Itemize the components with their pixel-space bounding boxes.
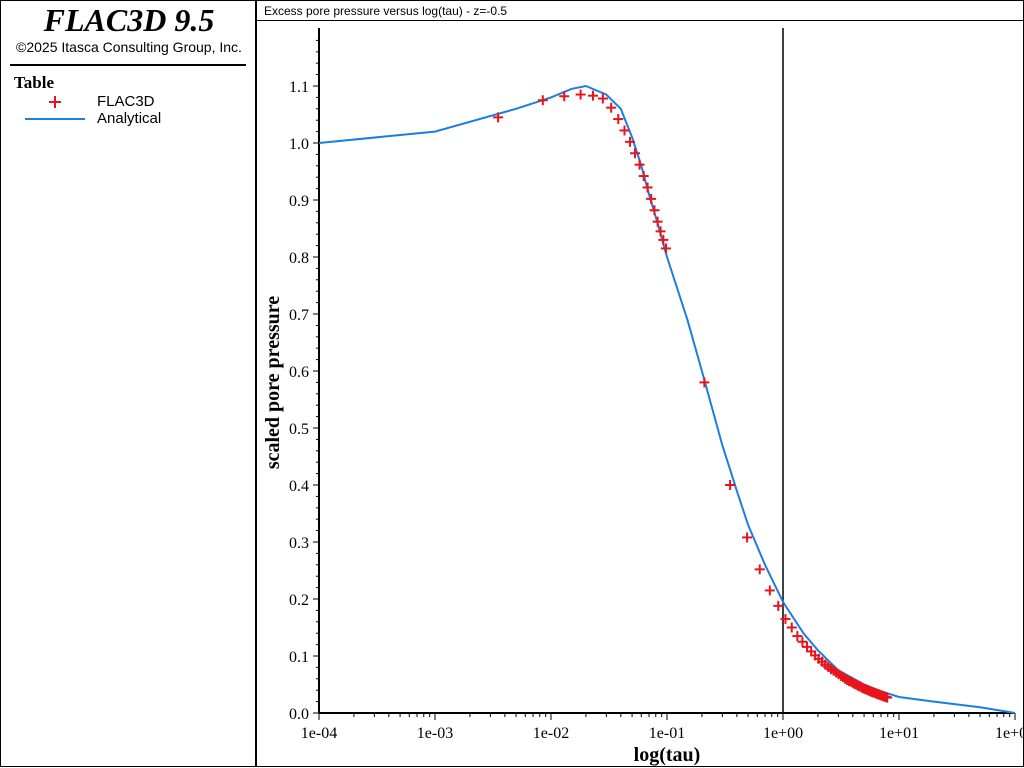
data-point-flac3d: [773, 600, 784, 611]
data-point-flac3d: [619, 125, 630, 136]
y-tick-label: 0.9: [289, 193, 309, 210]
y-tick-label: 0.7: [289, 307, 309, 324]
data-point-flac3d: [537, 95, 548, 106]
y-tick-label: 1.0: [289, 136, 309, 153]
legend-line-marker: [25, 118, 85, 120]
legend-label-flac3d: FLAC3D: [97, 93, 155, 110]
data-point-flac3d: [655, 226, 666, 237]
legend-plus-marker: [49, 96, 61, 108]
x-tick-label: 1e-03: [417, 725, 453, 742]
y-tick-label: 0.4: [289, 478, 309, 495]
legend-label-analytical: Analytical: [97, 110, 162, 127]
data-point-flac3d: [699, 377, 710, 388]
data-point-flac3d: [764, 585, 775, 596]
copyright-text: ©2025 Itasca Consulting Group, Inc.: [16, 39, 242, 55]
x-tick-label: 1e-01: [649, 725, 685, 742]
data-point-flac3d: [606, 102, 617, 113]
x-tick-label: 1e-02: [533, 725, 569, 742]
data-point-flac3d: [742, 532, 753, 543]
data-point-flac3d: [642, 182, 653, 193]
legend-item-analytical: Analytical: [1, 110, 257, 128]
data-point-flac3d: [786, 622, 797, 633]
y-tick-label: 0.8: [289, 250, 309, 267]
data-point-flac3d: [625, 136, 636, 147]
data-point-flac3d: [575, 89, 586, 100]
x-tick-label: 1e-04: [301, 725, 337, 742]
data-point-flac3d: [634, 159, 645, 170]
chart-panel: Excess pore pressure versus log(tau) - z…: [256, 0, 1024, 767]
series-line-analytical: [318, 84, 1016, 714]
data-point-flac3d: [649, 205, 660, 216]
y-tick-label: 0.6: [289, 364, 309, 381]
data-point-flac3d: [559, 91, 570, 102]
chart-title: Excess pore pressure versus log(tau) - z…: [264, 4, 508, 18]
y-tick-label: 0.2: [289, 592, 309, 609]
legend-item-flac3d: FLAC3D: [1, 93, 257, 111]
data-point-flac3d: [882, 692, 893, 703]
y-tick-label: 0.0: [289, 706, 309, 723]
data-point-flac3d: [493, 112, 504, 123]
data-point-flac3d: [652, 216, 663, 227]
x-tick-label: 1e+02: [995, 725, 1023, 742]
x-axis-label: log(tau): [634, 744, 701, 766]
data-point-flac3d: [630, 148, 641, 159]
title-divider: [10, 64, 246, 66]
y-tick-label: 0.1: [289, 649, 309, 666]
legend-panel: FLAC3D 9.5 ©2025 Itasca Consulting Group…: [0, 0, 256, 767]
data-point-flac3d: [638, 171, 649, 182]
y-tick-label: 0.5: [289, 421, 309, 438]
data-point-flac3d: [725, 480, 736, 490]
plot-area: 0.0 0.1 0.2 0.3 0.4 0.5 0.6 0.7 0.8 0.9 1.0 1.1 1e-0…: [262, 28, 1023, 766]
y-tick-label: 1.1: [289, 79, 309, 96]
x-tick-label: 1e+01: [879, 725, 919, 742]
app-title: FLAC3D 9.5: [43, 2, 215, 38]
data-point-flac3d: [658, 234, 669, 245]
data-point-flac3d: [792, 631, 803, 642]
data-point-flac3d: [660, 243, 671, 254]
chart-title-bar: Excess pore pressure versus log(tau) - z…: [257, 1, 1023, 21]
data-point-flac3d: [597, 93, 608, 104]
data-point-flac3d: [780, 613, 791, 624]
data-point-flac3d: [797, 636, 808, 647]
data-point-flac3d: [754, 564, 765, 575]
data-point-flac3d: [646, 193, 657, 204]
legend-heading: Table: [14, 73, 55, 92]
x-tick-label: 1e+00: [763, 725, 803, 742]
y-axis-label: scaled pore pressure: [262, 296, 284, 469]
data-point-flac3d: [613, 114, 624, 125]
data-point-flac3d: [587, 90, 598, 101]
y-tick-label: 0.3: [289, 535, 309, 552]
